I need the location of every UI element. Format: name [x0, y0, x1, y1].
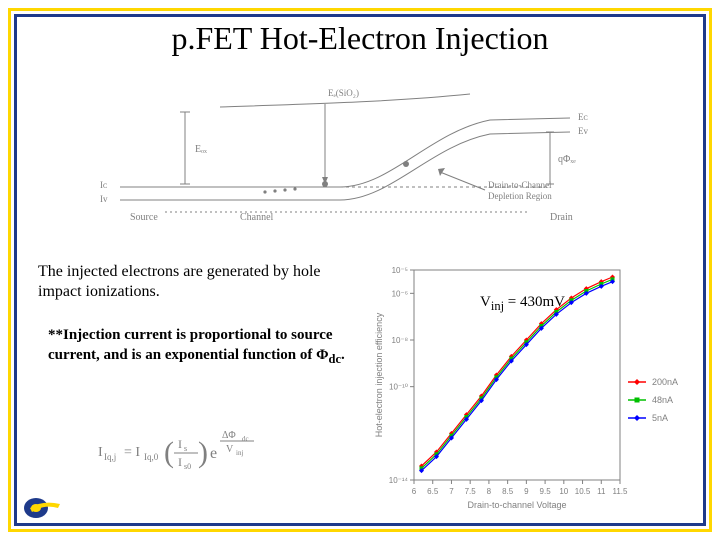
svg-text:Iq,j: Iq,j [104, 452, 116, 462]
vinj-sub: inj [491, 299, 504, 313]
svg-text:10⁻¹⁰: 10⁻¹⁰ [389, 383, 408, 392]
corner-logo [22, 494, 66, 522]
svg-text:Hot-electron injection efficie: Hot-electron injection efficiency [374, 312, 384, 437]
svg-text:10⁻⁵: 10⁻⁵ [392, 266, 408, 275]
phi-sub: dc [329, 352, 342, 366]
svg-text:48nA: 48nA [652, 395, 673, 405]
vinj-annotation: Vinj = 430mV [480, 294, 565, 314]
svg-text:qΦₓₑ: qΦₓₑ [558, 154, 576, 165]
svg-text:(: ( [164, 436, 174, 469]
svg-text:inj: inj [236, 449, 243, 457]
description-text: The injected electrons are generated by … [38, 262, 348, 302]
note-suffix: . [341, 347, 345, 363]
svg-text:ΔΦ: ΔΦ [222, 430, 236, 441]
svg-text:Drain-to-channel Voltage: Drain-to-channel Voltage [467, 500, 566, 510]
injection-equation: I Iq,j = I Iq,0 ( ) I s I s0 e ΔΦ dc V i… [98, 426, 288, 481]
svg-text:Drain: Drain [550, 212, 573, 223]
svg-text:200nA: 200nA [652, 377, 678, 387]
svg-text:10.5: 10.5 [575, 487, 591, 496]
svg-text:Eᴄ: Eᴄ [578, 112, 588, 122]
svg-text:Iᴠ: Iᴠ [100, 194, 108, 204]
svg-text:8.5: 8.5 [502, 487, 514, 496]
svg-text:10⁻⁸: 10⁻⁸ [392, 336, 409, 345]
svg-text:11: 11 [597, 487, 606, 496]
svg-text:I: I [98, 445, 103, 460]
svg-text:s0: s0 [184, 462, 191, 471]
svg-text:11.5: 11.5 [613, 487, 629, 496]
svg-text:I: I [178, 437, 182, 451]
svg-text:10⁻¹⁴: 10⁻¹⁴ [389, 476, 409, 485]
svg-text:5nA: 5nA [652, 413, 668, 423]
svg-text:7: 7 [449, 487, 454, 496]
injection-note: **Injection current is proportional to s… [48, 326, 348, 367]
svg-text:V: V [226, 444, 234, 455]
svg-text:10: 10 [559, 487, 568, 496]
svg-text:e: e [210, 445, 217, 462]
svg-text:s: s [184, 444, 187, 453]
svg-text:10⁻⁶: 10⁻⁶ [392, 289, 408, 298]
svg-text:Depletion Region: Depletion Region [488, 191, 552, 201]
svg-text:7.5: 7.5 [465, 487, 477, 496]
svg-text:dc: dc [242, 435, 249, 443]
svg-text:9.5: 9.5 [540, 487, 552, 496]
slide-title: p.FET Hot-Electron Injection [0, 20, 720, 57]
svg-text:9: 9 [524, 487, 529, 496]
svg-text:Eᴠ: Eᴠ [578, 126, 588, 136]
svg-text:Eₑ(SiO₂): Eₑ(SiO₂) [328, 88, 359, 98]
svg-text:Source: Source [130, 212, 158, 223]
svg-text:I: I [178, 455, 182, 469]
svg-text:6.5: 6.5 [427, 487, 439, 496]
svg-text:): ) [198, 436, 208, 469]
note-prefix: **Injection current is proportional to s… [48, 327, 333, 363]
svg-text:6: 6 [412, 487, 417, 496]
svg-text:Iq,0: Iq,0 [144, 452, 159, 462]
vinj-eq: = 430mV [504, 294, 565, 310]
vinj-v: V [480, 294, 491, 310]
phi-symbol: Φ [316, 347, 328, 363]
band-diagram-svg: Eₑ(SiO₂) Eₒₓ Iᴄ Iᴠ Source Channel Drain Eᴄ Eᴠ qΦₓ… [90, 72, 610, 242]
svg-text:Drain-to-Channel: Drain-to-Channel [488, 180, 552, 190]
svg-text:Iᴄ: Iᴄ [100, 180, 107, 190]
svg-text:8: 8 [487, 487, 492, 496]
svg-text:Eₒₓ: Eₒₓ [195, 144, 207, 155]
svg-text:Channel: Channel [240, 212, 274, 223]
svg-text:= I: = I [124, 445, 140, 460]
